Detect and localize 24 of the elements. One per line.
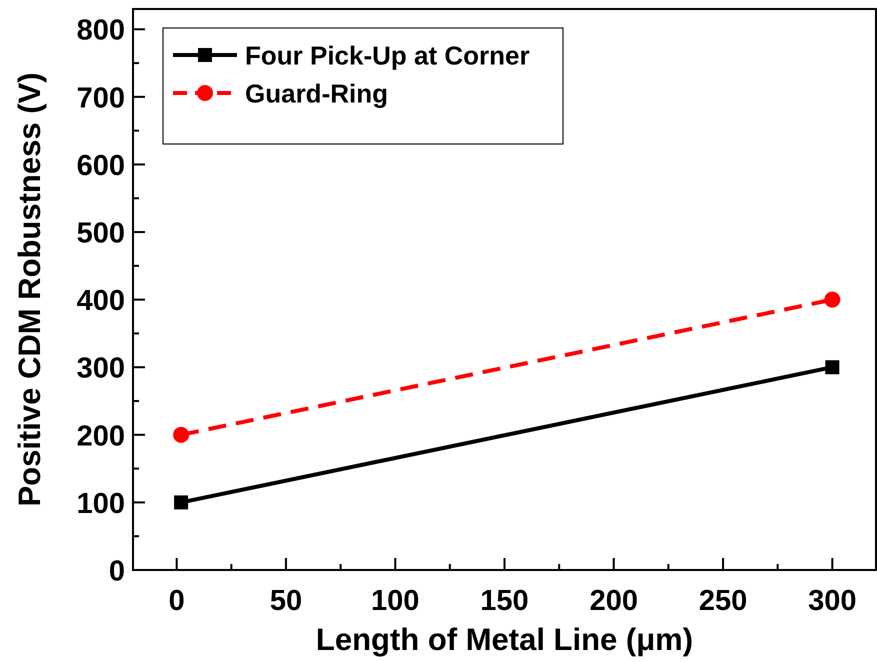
y-tick-label: 700 (76, 82, 125, 114)
x-axis-title: Length of Metal Line (μm) (316, 622, 694, 657)
y-axis-title: Positive CDM Robustness (V) (12, 72, 47, 507)
x-tick-label: 150 (480, 585, 529, 617)
y-tick-label: 400 (76, 285, 125, 318)
y-tick-label: 300 (76, 352, 125, 385)
point (174, 495, 188, 510)
x-tick-label: 0 (168, 585, 185, 617)
x-tick-label: 200 (590, 585, 638, 617)
y-tick-label: 800 (76, 14, 125, 47)
legend-label: Four Pick-Up at Corner (245, 40, 530, 70)
x-tick-label: 300 (808, 585, 856, 617)
y-tick-label: 100 (76, 488, 125, 520)
y-tick-label: 0 (108, 555, 125, 588)
point (824, 292, 840, 308)
point (825, 360, 840, 374)
x-tick-label: 50 (270, 585, 302, 617)
point (173, 426, 190, 443)
y-tick-label: 200 (76, 420, 125, 452)
x-tick-label: 100 (371, 585, 420, 617)
legend-label: Guard-Ring (245, 78, 388, 108)
y-tick-label: 600 (76, 150, 125, 182)
y-tick-label: 500 (76, 217, 125, 250)
x-tick-label: 250 (698, 585, 748, 617)
